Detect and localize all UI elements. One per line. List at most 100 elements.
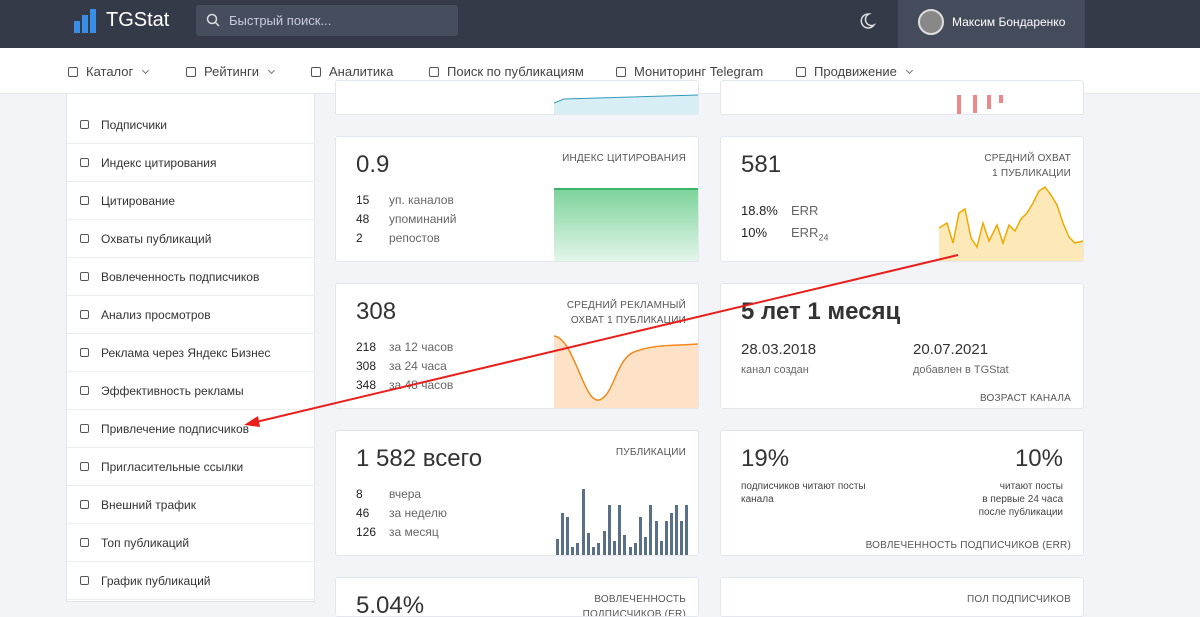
sidebar: Подписчики Индекс цитирования Цитирование О… bbox=[66, 94, 315, 602]
sidebar-item[interactable]: Внешний трафик bbox=[67, 486, 315, 524]
value: 5 лет 1 месяц bbox=[741, 298, 901, 325]
nav-item[interactable]: Аналитика bbox=[311, 64, 393, 79]
nav-label: Продвижение bbox=[814, 64, 897, 79]
sidebar-label: Пригласительные ссылки bbox=[101, 460, 244, 474]
sidebar-label: Цитирование bbox=[101, 194, 176, 208]
card-gender[interactable]: ПОЛ ПОДПИСЧИКОВ bbox=[720, 577, 1084, 617]
sidebar-icon bbox=[80, 234, 89, 243]
stat: 10% ERR24 bbox=[741, 225, 828, 243]
search-placeholder: Быстрый поиск... bbox=[229, 13, 332, 28]
stat: 48 упоминаний bbox=[356, 212, 456, 226]
num: 218 bbox=[356, 340, 377, 354]
sidebar-item[interactable]: Привлечение подписчиков bbox=[67, 410, 315, 448]
num: 18.8% bbox=[741, 203, 778, 218]
search-icon bbox=[206, 13, 220, 27]
stat: 2 репостов bbox=[356, 231, 440, 245]
sidebar-icon bbox=[80, 272, 89, 281]
sidebar-label: График публикаций bbox=[101, 574, 211, 588]
nav-item[interactable]: Продвижение bbox=[796, 64, 913, 79]
footer: ВОВЛЕЧЕННОСТЬ ПОДПИСЧИКОВ (ERR) bbox=[865, 540, 1071, 551]
nav-item[interactable]: Поиск по публикациям bbox=[429, 64, 584, 79]
footer: ВОЗРАСТ КАНАЛА bbox=[979, 393, 1071, 404]
sidebar-label: Индекс цитирования bbox=[101, 156, 217, 170]
logo-icon bbox=[74, 9, 96, 33]
sidebar-label: Топ публикаций bbox=[101, 536, 190, 550]
value: 0.9 bbox=[356, 151, 390, 178]
sidebar-icon bbox=[80, 348, 89, 357]
label-line: ОХВАТ 1 ПУБЛИКАЦИИ bbox=[570, 315, 686, 326]
sidebar-label: Подписчики bbox=[101, 118, 168, 132]
label-line: СРЕДНИЙ ОХВАТ bbox=[984, 153, 1071, 164]
sidebar-item[interactable]: График публикаций bbox=[67, 562, 315, 600]
sidebar-label: Вовлеченность подписчиков bbox=[101, 270, 260, 284]
sidebar-icon bbox=[80, 500, 89, 509]
card-er[interactable]: 5.04% ВОВЛЕЧЕННОСТЬ ПОДПИСЧИКОВ (ER) bbox=[335, 577, 699, 617]
sidebar-icon bbox=[80, 158, 89, 167]
text: за 48 часов bbox=[389, 378, 454, 392]
sidebar-icon bbox=[80, 386, 89, 395]
label-line: ИНДЕКС ЦИТИРОВАНИЯ bbox=[562, 153, 686, 164]
sidebar-item[interactable]: Анализ просмотров bbox=[67, 296, 315, 334]
sidebar-item[interactable]: Эффективность рекламы bbox=[67, 372, 315, 410]
nav-label: Аналитика bbox=[329, 64, 394, 79]
num: 308 bbox=[356, 359, 377, 373]
sidebar-item[interactable]: Топ публикаций bbox=[67, 524, 315, 562]
sidebar-icon bbox=[80, 462, 89, 471]
sidebar-item[interactable]: Вовлеченность подписчиков bbox=[67, 258, 315, 296]
stat: 126 за месяц bbox=[356, 525, 439, 539]
sidebar-label: Реклама через Яндекс Бизнес bbox=[101, 346, 271, 360]
text: за 12 часов bbox=[389, 340, 454, 354]
text: вчера bbox=[389, 487, 422, 501]
user-panel[interactable]: Максим Бондаренко bbox=[898, 0, 1085, 48]
sidebar-item[interactable]: Индекс цитирования bbox=[67, 144, 315, 182]
nav-icon bbox=[186, 67, 196, 77]
theme-toggle[interactable] bbox=[858, 12, 876, 30]
stat: 8 вчера bbox=[356, 487, 421, 501]
sidebar-label: Эффективность рекламы bbox=[101, 384, 244, 398]
sidebar-item[interactable]: Пригласительные ссылки bbox=[67, 448, 315, 486]
num: 126 bbox=[356, 525, 377, 539]
card-ad-reach[interactable]: 308 СРЕДНИЙ РЕКЛАМНЫЙ ОХВАТ 1 ПУБЛИКАЦИИ … bbox=[335, 283, 699, 409]
label-line: СРЕДНИЙ РЕКЛАМНЫЙ bbox=[566, 300, 686, 311]
value: 581 bbox=[741, 151, 782, 178]
sidebar-item[interactable]: Реклама через Яндекс Бизнес bbox=[67, 334, 315, 372]
caption: добавлен в TGStat bbox=[913, 364, 1009, 376]
sidebar-item[interactable]: Цитирование bbox=[67, 182, 315, 220]
stat: 46 за неделю bbox=[356, 506, 447, 520]
sparkline bbox=[554, 188, 698, 261]
card-age[interactable]: 5 лет 1 месяц 28.03.2018 канал создан 20… bbox=[720, 283, 1084, 409]
nav-item[interactable]: Каталог bbox=[68, 64, 150, 79]
sidebar-icon bbox=[80, 424, 89, 433]
avatar bbox=[918, 9, 944, 35]
nav-item[interactable]: Рейтинги bbox=[186, 64, 276, 79]
nav-icon bbox=[429, 67, 439, 77]
nav-item[interactable]: Мониторинг Telegram bbox=[616, 64, 763, 79]
logo[interactable]: TGStat bbox=[106, 9, 170, 31]
label: СРЕДНИЙ РЕКЛАМНЫЙ ОХВАТ 1 ПУБЛИКАЦИИ bbox=[567, 298, 686, 328]
search-box[interactable]: Быстрый поиск... bbox=[196, 5, 458, 36]
card-reach[interactable]: 581 СРЕДНИЙ ОХВАТ 1 ПУБЛИКАЦИИ 18.8% ERR 1… bbox=[720, 136, 1084, 262]
value: 1 582 всего bbox=[356, 445, 483, 472]
card-citation[interactable]: 0.9 ИНДЕКС ЦИТИРОВАНИЯ 15 уп. каналов 48 у… bbox=[335, 136, 699, 262]
label: СРЕДНИЙ ОХВАТ 1 ПУБЛИКАЦИИ bbox=[984, 151, 1071, 181]
label: ПОЛ ПОДПИСЧИКОВ bbox=[967, 592, 1071, 607]
label: ИНДЕКС ЦИТИРОВАНИЯ bbox=[562, 151, 686, 166]
caption: канал создан bbox=[741, 364, 809, 376]
label-line: 1 ПУБЛИКАЦИИ bbox=[992, 168, 1071, 179]
label-line: ПОЛ ПОДПИСЧИКОВ bbox=[967, 594, 1071, 605]
sidebar-icon bbox=[80, 576, 89, 585]
sidebar-item[interactable]: Охваты публикаций bbox=[67, 220, 315, 258]
text: за месяц bbox=[389, 525, 439, 539]
text: репостов bbox=[389, 231, 440, 245]
card-engagement[interactable]: 19% подписчиков читают посты канала 10% … bbox=[720, 430, 1084, 556]
sidebar-item[interactable]: Подписчики bbox=[67, 106, 315, 144]
sidebar-icon bbox=[80, 120, 89, 129]
label-line: ПУБЛИКАЦИИ bbox=[615, 447, 686, 458]
text: упоминаний bbox=[389, 212, 457, 226]
sidebar-icon bbox=[80, 196, 89, 205]
card-posts[interactable]: 1 582 всего ПУБЛИКАЦИИ 8 вчера 46 за недел… bbox=[335, 430, 699, 556]
num: 348 bbox=[356, 378, 377, 392]
nav-icon bbox=[68, 67, 78, 77]
num: 10% bbox=[741, 225, 768, 240]
